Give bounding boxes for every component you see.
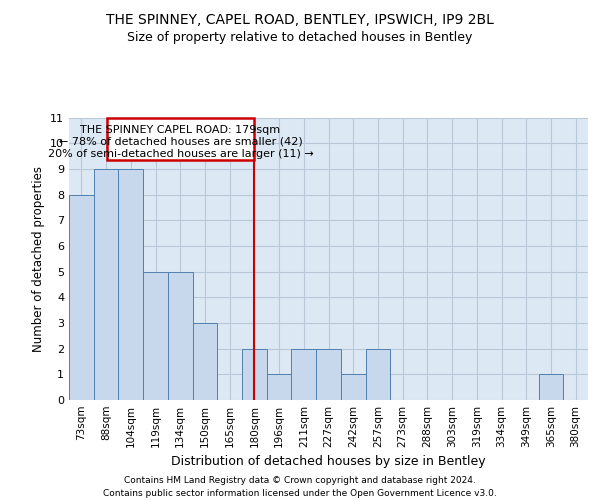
Bar (193, 323, 217, 400)
Bar (316, 348, 341, 400)
Text: THE SPINNEY, CAPEL ROAD, BENTLEY, IPSWICH, IP9 2BL: THE SPINNEY, CAPEL ROAD, BENTLEY, IPSWIC… (106, 12, 494, 26)
Bar (242, 348, 267, 400)
Text: ← 78% of detached houses are smaller (42): ← 78% of detached houses are smaller (42… (59, 137, 302, 147)
Text: 20% of semi-detached houses are larger (11) →: 20% of semi-detached houses are larger (… (47, 148, 313, 158)
Bar (365, 348, 390, 400)
Y-axis label: Number of detached properties: Number of detached properties (32, 166, 44, 352)
Bar (69, 194, 94, 400)
Bar (94, 169, 118, 400)
Bar (143, 272, 168, 400)
Bar (267, 374, 292, 400)
Text: Contains HM Land Registry data © Crown copyright and database right 2024.: Contains HM Land Registry data © Crown c… (124, 476, 476, 485)
Text: THE SPINNEY CAPEL ROAD: 179sqm: THE SPINNEY CAPEL ROAD: 179sqm (80, 125, 281, 135)
Bar (292, 348, 316, 400)
Bar (539, 374, 563, 400)
Text: Contains public sector information licensed under the Open Government Licence v3: Contains public sector information licen… (103, 489, 497, 498)
Bar (168, 272, 193, 400)
X-axis label: Distribution of detached houses by size in Bentley: Distribution of detached houses by size … (171, 456, 486, 468)
Text: Size of property relative to detached houses in Bentley: Size of property relative to detached ho… (127, 31, 473, 44)
FancyBboxPatch shape (107, 118, 254, 160)
Bar (118, 169, 143, 400)
Bar (341, 374, 365, 400)
